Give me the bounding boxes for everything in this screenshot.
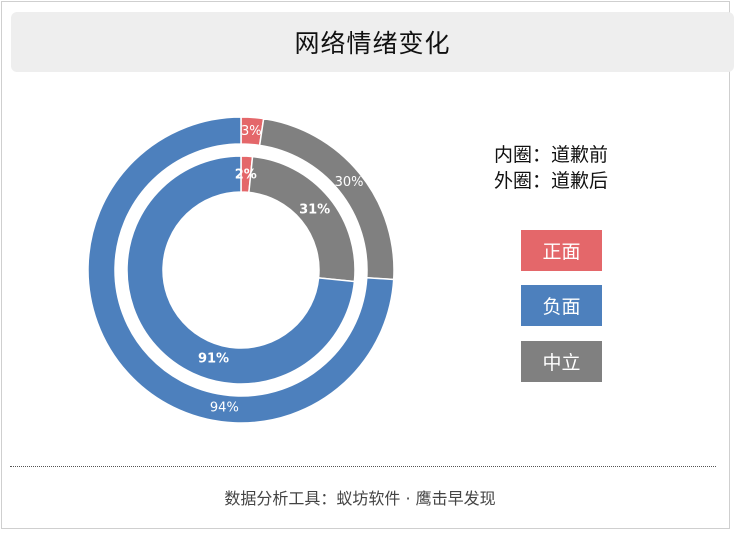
donut-labels: 2% 31% 91% 3% 30% 94% <box>198 124 364 416</box>
title-bar: 网络情绪变化 <box>11 12 734 72</box>
legend-neutral-label: 中立 <box>542 352 581 374</box>
donut-rings <box>87 116 395 424</box>
footer-source: 数据分析工具：蚁坊软件 · 鹰击早发现 <box>224 489 496 508</box>
outer-ring-caption: 外圈：道歉后 <box>494 170 609 192</box>
legend-negative: 负面 <box>521 285 602 326</box>
outer-ring-slice-negative <box>87 116 395 424</box>
footer-divider <box>10 466 716 467</box>
legend-neutral: 中立 <box>521 341 602 382</box>
legend-negative-label: 负面 <box>542 296 581 318</box>
outer-ring-label-neutral: 30% <box>335 175 364 190</box>
legend-positive: 正面 <box>521 230 602 271</box>
inner-ring-label-neutral: 31% <box>299 202 330 217</box>
inner-ring-caption: 内圈：道歉前 <box>494 144 609 166</box>
outer-ring-label-negative: 94% <box>210 401 239 416</box>
inner-ring-slice-negative <box>126 155 356 385</box>
outer-ring-label-positive: 3% <box>241 124 262 139</box>
chart-title: 网络情绪变化 <box>294 29 451 58</box>
legend-positive-label: 正面 <box>542 241 581 263</box>
inner-ring-label-positive: 2% <box>235 168 257 183</box>
inner-ring-label-negative: 91% <box>198 351 229 366</box>
